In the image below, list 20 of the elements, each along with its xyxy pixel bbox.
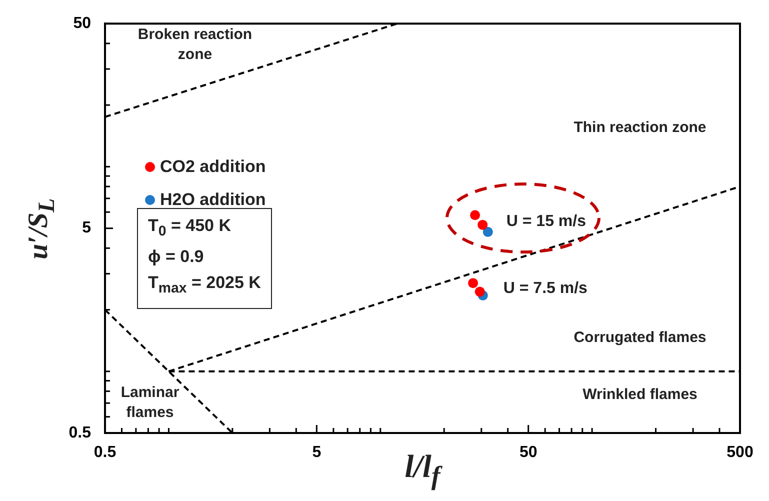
- y-tick-label: 0.5: [68, 424, 92, 442]
- annotation: Wrinkled flames: [582, 385, 698, 405]
- legend-label: H2O addition: [160, 190, 266, 210]
- annotation: Broken reaction zone: [136, 25, 254, 65]
- legend-label: CO2 addition: [160, 156, 266, 176]
- annotation: U = 7.5 m/s: [503, 280, 588, 298]
- annotation: Thin reaction zone: [572, 118, 708, 138]
- x-tick-label: 0.5: [94, 444, 116, 462]
- x-axis-title: l/l$_{f}$: [404, 448, 444, 492]
- x-tick-label: 50: [519, 444, 538, 462]
- annotation: Corrugated flames: [572, 328, 708, 348]
- annotation: Laminar flames: [120, 383, 180, 423]
- y-tick-label: 50: [73, 15, 92, 32]
- annotation: T$_{max}$ = 2025 K: [148, 272, 261, 299]
- x-tick-label: 500: [726, 444, 754, 462]
- x-tick-label: 5: [312, 444, 322, 462]
- annotation: T$_{0}$ = 450 K: [148, 215, 232, 242]
- annotation: ϕ = 0.9: [148, 246, 205, 268]
- y-tick-label: 5: [82, 220, 92, 237]
- annotation: U = 15 m/s: [506, 213, 586, 232]
